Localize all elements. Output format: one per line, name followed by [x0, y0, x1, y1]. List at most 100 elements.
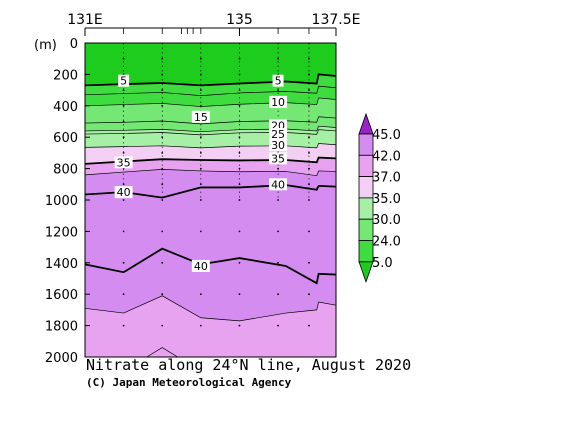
- sample-point-2-8: [199, 183, 202, 186]
- colorbar-label-6: 45.0: [372, 128, 401, 143]
- contour-label-bg-10: [269, 178, 288, 191]
- sample-point-2-3: [199, 104, 202, 107]
- sample-point-5-1: [308, 73, 310, 76]
- sample-point-1-7: [161, 167, 164, 170]
- contour-label-bg-3: [191, 110, 210, 123]
- sample-point-5-13: [308, 324, 310, 327]
- contour-line-c15: [84, 97, 337, 107]
- sample-point-2-5: [199, 136, 202, 139]
- contour-label-7: 35: [117, 156, 131, 169]
- contour-label-bg-9: [114, 186, 133, 199]
- sample-point-3-0: [238, 57, 241, 60]
- sample-point-1-0: [161, 57, 164, 60]
- contour-label-bg-1: [272, 74, 284, 87]
- concentration-fills: [85, 43, 336, 357]
- sample-point-4-12: [277, 293, 279, 296]
- contour-label-5: 25: [271, 128, 285, 141]
- sample-point-1-4: [161, 120, 164, 123]
- sample-point-0-5: [122, 136, 125, 139]
- sample-point-4-0: [277, 57, 279, 60]
- y-tick-label-10: 2000: [45, 351, 78, 366]
- contour-label-1: 5: [275, 75, 282, 88]
- sample-point-2-2: [199, 89, 202, 91]
- chart-title: Nitrate along 24°N line, August 2020: [86, 356, 412, 374]
- sample-point-2-7: [199, 167, 202, 170]
- sample-point-0-4: [122, 120, 125, 123]
- sample-point-1-8: [161, 183, 164, 186]
- y-tick-label-4: 800: [53, 163, 78, 178]
- sample-point-2-1: [199, 73, 202, 76]
- sample-point-1-13: [161, 324, 164, 327]
- sample-point-5-9: [308, 199, 310, 201]
- sample-point-3-9: [238, 199, 241, 201]
- sample-point-2-0: [199, 57, 202, 60]
- contour-label-9: 40: [117, 186, 131, 199]
- sample-point-5-5: [308, 136, 310, 139]
- contour-line-c30: [84, 143, 337, 149]
- sample-point-2-12: [199, 293, 202, 296]
- sample-point-5-11: [308, 261, 310, 264]
- colorbar: 5.0 24.0 30.0 35.0 37.0 42.0 45.0: [358, 112, 401, 284]
- contour-line-c42b: [146, 347, 178, 358]
- contour-line-c37: [84, 169, 337, 177]
- sample-point-5-6: [308, 152, 310, 154]
- contour-label-bg-7: [114, 156, 133, 169]
- sample-point-3-1: [238, 73, 241, 76]
- sample-point-3-3: [238, 104, 241, 107]
- sample-point-5-4: [308, 120, 310, 123]
- sample-point-3-4: [238, 120, 241, 123]
- colorbar-top-arrow: [358, 112, 374, 135]
- sample-point-0-11: [122, 261, 125, 264]
- contour-label-10: 40: [271, 178, 285, 191]
- sample-point-4-11: [277, 261, 279, 264]
- sample-point-3-10: [238, 230, 241, 233]
- colorbar-bottom-arrow: [358, 261, 374, 284]
- contour-label-bg-0: [118, 74, 130, 87]
- sample-point-1-3: [161, 104, 164, 107]
- sample-point-5-3: [308, 104, 310, 107]
- contour-label-bg-6: [269, 139, 288, 152]
- y-tick-label-2: 400: [53, 100, 78, 115]
- sample-point-0-12: [122, 293, 125, 296]
- contour-label-bg-8: [269, 152, 288, 165]
- sample-point-5-8: [308, 183, 310, 186]
- contour-label-6: 30: [271, 139, 285, 152]
- sample-point-2-9: [199, 199, 202, 201]
- sample-point-4-10: [277, 230, 279, 233]
- contour-label-8: 35: [271, 152, 285, 165]
- sample-point-3-2: [238, 89, 241, 91]
- sample-point-5-0: [308, 57, 310, 60]
- sample-point-3-12: [238, 293, 241, 296]
- sample-point-4-9: [277, 199, 279, 201]
- contour-line-c42: [84, 295, 337, 322]
- sample-point-0-2: [122, 89, 125, 91]
- sample-point-0-0: [122, 57, 125, 60]
- x-tick-label-0: 131E: [67, 12, 103, 28]
- sample-point-1-9: [161, 199, 164, 201]
- colorbar-label-1: 24.0: [372, 235, 401, 250]
- sample-point-1-2: [161, 89, 164, 91]
- colorbar-segment-1: [358, 154, 374, 178]
- sample-point-1-6: [161, 152, 164, 154]
- x-tick-label-1: 135: [226, 12, 253, 28]
- contour-label-3: 15: [194, 111, 208, 124]
- contour-label-bg-2: [269, 95, 288, 108]
- sample-point-3-8: [238, 183, 241, 186]
- sample-point-5-2: [308, 89, 310, 91]
- y-tick-label-6: 1200: [45, 225, 78, 240]
- sample-point-3-7: [238, 167, 241, 170]
- colorbar-segment-3: [358, 197, 374, 220]
- sample-point-2-10: [199, 230, 202, 233]
- contour-line-c25: [84, 129, 337, 136]
- sample-points: [122, 43, 310, 327]
- sample-point-0-3: [122, 104, 125, 107]
- y-unit-label: (m): [34, 38, 57, 53]
- colorbar-label-0: 5.0: [372, 256, 393, 271]
- sample-point-3-6: [238, 152, 241, 154]
- colorbar-segment-0: [358, 133, 374, 156]
- sample-point-0-9: [122, 199, 125, 201]
- colorbar-segment-4: [358, 218, 374, 241]
- contour-label-bg-5: [269, 128, 288, 141]
- contour-label-11: 40: [194, 260, 208, 273]
